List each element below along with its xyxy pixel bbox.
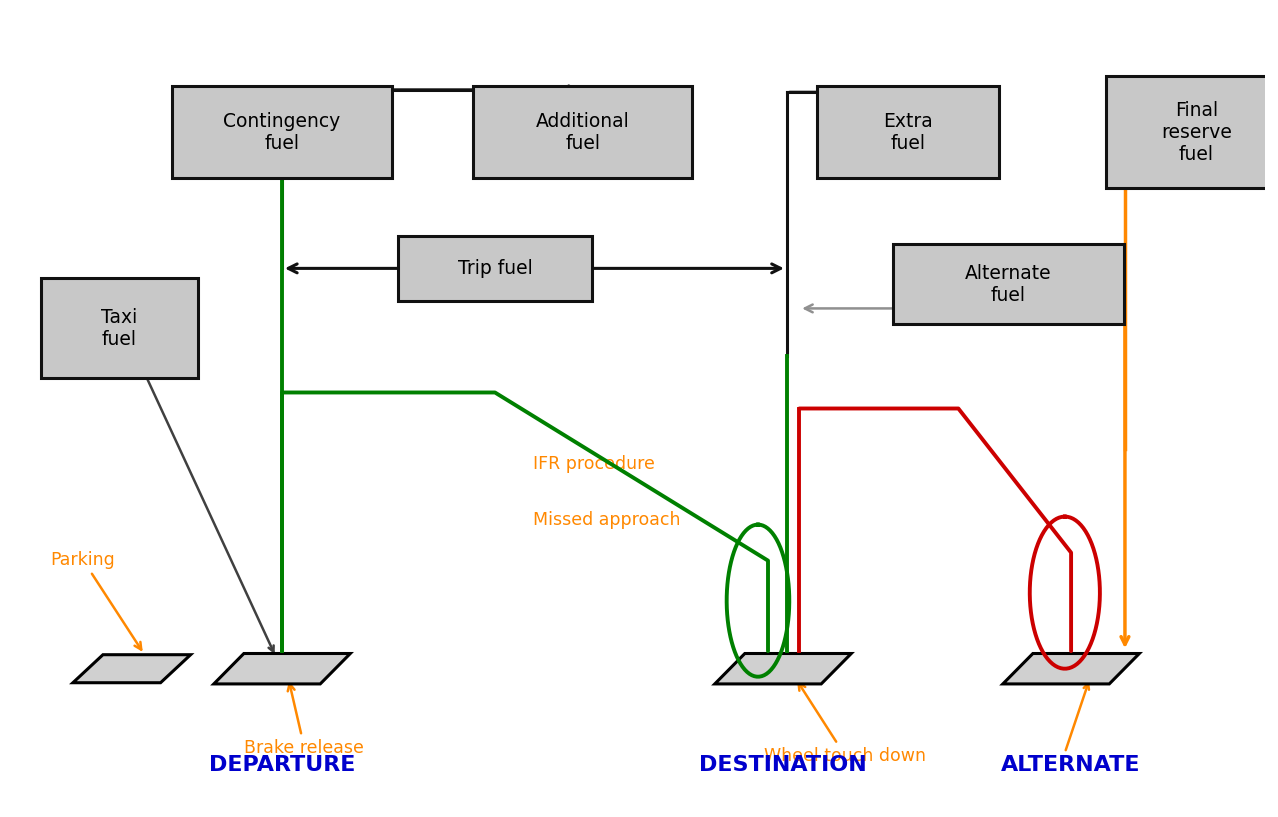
Text: Extra
fuel: Extra fuel [883, 112, 933, 153]
Text: Brake release: Brake release [244, 684, 364, 757]
Text: Wheel touch down: Wheel touch down [764, 683, 927, 765]
FancyBboxPatch shape [892, 244, 1125, 324]
FancyBboxPatch shape [41, 279, 198, 378]
Polygon shape [73, 654, 190, 683]
FancyBboxPatch shape [818, 87, 999, 178]
Text: Missed approach: Missed approach [533, 511, 680, 529]
FancyBboxPatch shape [397, 235, 592, 301]
Text: Contingency
fuel: Contingency fuel [224, 112, 341, 153]
Text: Alternate
fuel: Alternate fuel [965, 264, 1052, 305]
Text: IFR procedure: IFR procedure [533, 454, 654, 472]
Text: Parking: Parking [50, 551, 142, 650]
FancyBboxPatch shape [1105, 76, 1278, 189]
Text: Final
reserve
fuel: Final reserve fuel [1160, 100, 1232, 163]
FancyBboxPatch shape [473, 87, 693, 178]
Polygon shape [1003, 654, 1140, 684]
Text: DEPARTURE: DEPARTURE [208, 755, 355, 775]
Text: Additional
fuel: Additional fuel [535, 112, 630, 153]
Polygon shape [714, 654, 851, 684]
Polygon shape [213, 654, 350, 684]
Text: DESTINATION: DESTINATION [699, 755, 866, 775]
Text: ALTERNATE: ALTERNATE [1002, 755, 1141, 775]
Text: Taxi
fuel: Taxi fuel [101, 308, 137, 349]
Text: Trip fuel: Trip fuel [458, 259, 533, 278]
FancyBboxPatch shape [173, 87, 391, 178]
